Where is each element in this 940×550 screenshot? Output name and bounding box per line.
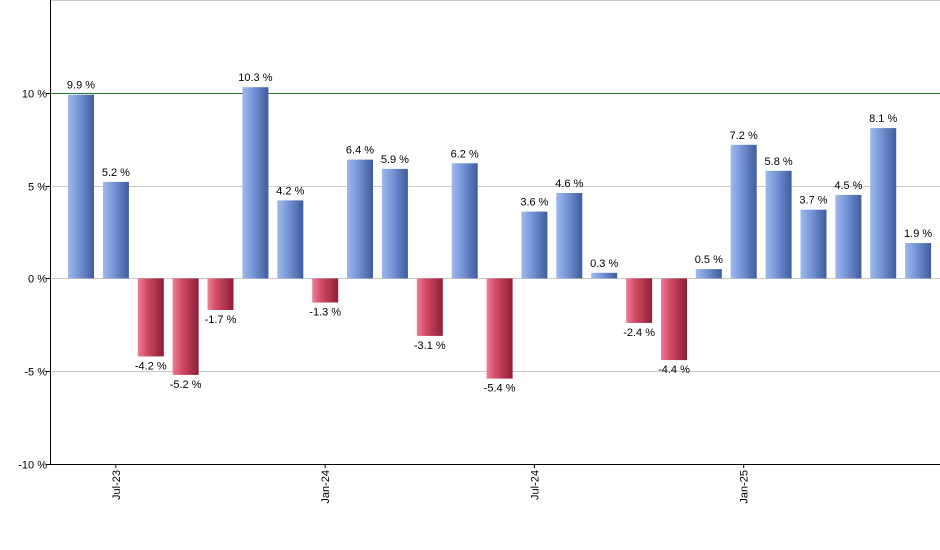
bar — [381, 168, 408, 279]
data-label: 5.2 % — [102, 167, 130, 179]
data-label: 7.2 % — [730, 130, 758, 142]
bar — [486, 278, 513, 379]
bar — [242, 87, 269, 279]
data-label: 1.9 % — [904, 228, 932, 240]
data-label: 5.8 % — [765, 156, 793, 168]
bar — [835, 194, 862, 279]
data-label: 10.3 % — [238, 72, 272, 84]
data-label: -5.2 % — [170, 379, 202, 391]
data-label: -3.1 % — [414, 340, 446, 352]
data-label: 9.9 % — [67, 80, 95, 92]
data-label: 0.5 % — [695, 254, 723, 266]
bar — [626, 278, 653, 323]
data-label: -4.2 % — [135, 360, 167, 372]
axes: -10 % -5 % 0 % 5 % 10 % Jul-23 Jan-24 Jul-24 Jan… — [18, 0, 940, 504]
data-label: 4.6 % — [555, 178, 583, 190]
x-tick-label: Jul-23 — [111, 470, 123, 500]
bar — [905, 243, 932, 279]
bar — [695, 269, 722, 279]
y-tick-label: 5 % — [28, 182, 47, 194]
bar — [591, 272, 618, 279]
bar — [277, 200, 304, 279]
bar — [765, 170, 792, 279]
bars — [68, 87, 932, 379]
bar — [312, 278, 339, 303]
y-tick-label: -5 % — [24, 367, 47, 379]
x-tick-label: Jan-25 — [739, 470, 751, 504]
y-tick-label: -10 % — [18, 460, 47, 472]
data-label: -4.4 % — [658, 364, 690, 376]
bar — [521, 211, 548, 279]
bar — [556, 193, 583, 279]
x-tick-label: Jan-24 — [320, 470, 332, 504]
data-label: 0.3 % — [590, 258, 618, 270]
bar — [416, 278, 443, 336]
bar — [172, 278, 199, 375]
bar — [102, 181, 129, 279]
data-label: 4.2 % — [276, 185, 304, 197]
bar — [207, 278, 234, 310]
data-label: 3.6 % — [520, 197, 548, 209]
data-label: 4.5 % — [834, 180, 862, 192]
bar — [870, 128, 897, 279]
data-label: -2.4 % — [623, 327, 655, 339]
data-label: -5.4 % — [484, 383, 516, 395]
bar — [661, 278, 687, 361]
bar — [137, 278, 164, 357]
data-label: -1.3 % — [309, 307, 341, 319]
data-label: 3.7 % — [799, 195, 827, 207]
data-label: 6.2 % — [451, 148, 479, 160]
bar — [451, 163, 478, 279]
data-label: 6.4 % — [346, 145, 374, 157]
data-labels: 9.9 % 5.2 % -4.2 %-5.2 % -1.7 % 10.3 % 4.2 % -… — [67, 72, 932, 394]
bar — [347, 159, 373, 279]
data-label: -1.7 % — [205, 314, 237, 326]
bar — [68, 94, 94, 279]
y-tick-label: 0 % — [28, 274, 47, 286]
x-tick-label: Jul-24 — [529, 470, 541, 500]
data-label: 8.1 % — [869, 113, 897, 125]
bar — [800, 209, 827, 279]
bar — [730, 144, 757, 279]
data-label: 5.9 % — [381, 154, 409, 166]
y-tick-label: 10 % — [22, 89, 47, 101]
